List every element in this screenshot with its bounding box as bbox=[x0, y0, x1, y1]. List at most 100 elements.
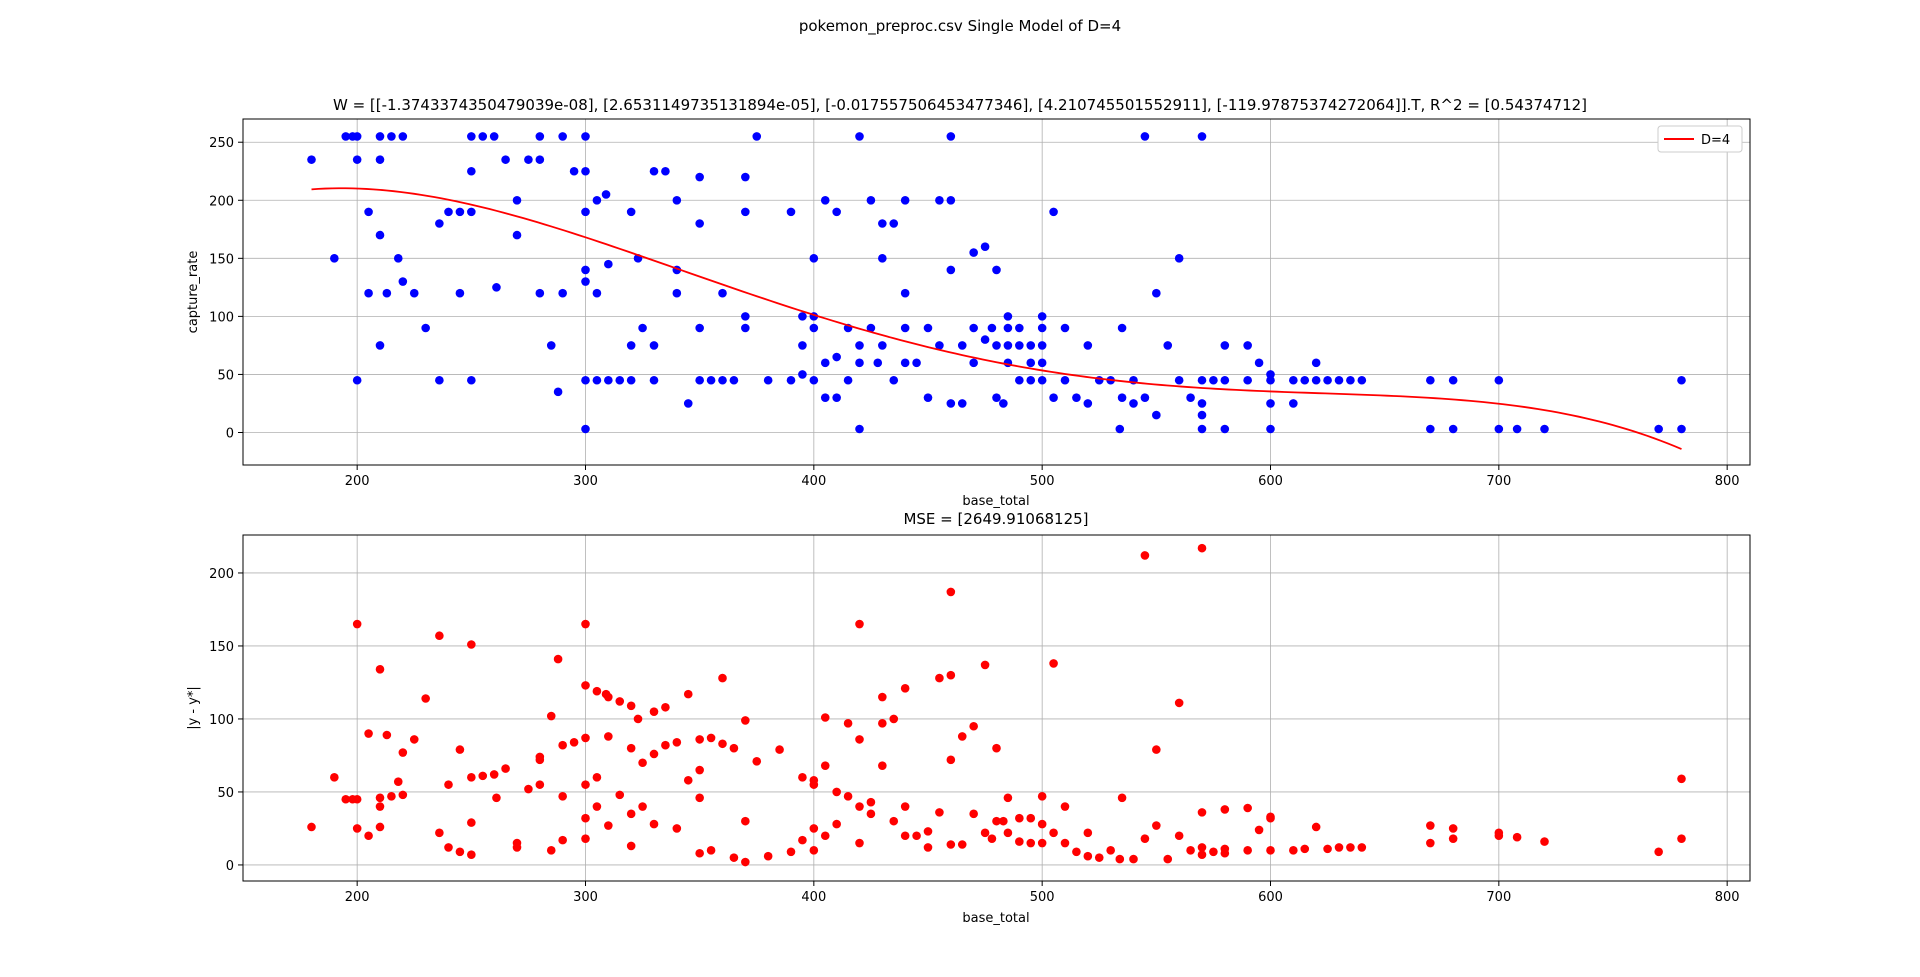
data-point bbox=[706, 846, 716, 855]
data-point bbox=[649, 819, 659, 829]
data-point bbox=[649, 166, 659, 176]
data-point bbox=[1037, 323, 1047, 333]
data-point bbox=[1115, 424, 1125, 434]
top-chart-fit bbox=[311, 187, 1682, 450]
data-point bbox=[1448, 824, 1458, 833]
data-point bbox=[535, 752, 545, 762]
data-point bbox=[741, 716, 750, 725]
data-point bbox=[421, 694, 430, 703]
data-point bbox=[1243, 846, 1252, 855]
data-point bbox=[1494, 831, 1504, 841]
y-tick-label: 250 bbox=[209, 136, 234, 151]
data-point bbox=[1026, 375, 1036, 385]
data-point bbox=[364, 207, 373, 217]
data-point bbox=[786, 847, 796, 857]
data-point bbox=[546, 341, 556, 350]
data-point bbox=[435, 631, 444, 641]
bottom-chart-x-ticks: 200 300 400 500 600 700 800 bbox=[345, 881, 1740, 905]
x-tick-label: 200 bbox=[345, 890, 370, 905]
data-point bbox=[1186, 846, 1195, 855]
data-point bbox=[695, 848, 704, 858]
data-point bbox=[1060, 802, 1070, 811]
data-point bbox=[467, 166, 476, 176]
data-point bbox=[1323, 375, 1332, 385]
data-point bbox=[1197, 399, 1207, 408]
data-point bbox=[912, 358, 921, 368]
data-point bbox=[352, 794, 362, 804]
data-point bbox=[980, 242, 990, 252]
data-point bbox=[512, 230, 522, 240]
data-point bbox=[393, 254, 403, 263]
data-point bbox=[1163, 341, 1173, 350]
data-point bbox=[1266, 399, 1275, 408]
x-tick-label: 600 bbox=[1258, 474, 1283, 489]
data-point bbox=[604, 375, 613, 385]
data-point bbox=[1243, 375, 1252, 385]
data-point bbox=[957, 399, 967, 408]
data-point bbox=[866, 195, 876, 205]
data-point bbox=[900, 802, 910, 811]
data-point bbox=[980, 828, 990, 838]
data-point bbox=[1060, 838, 1070, 848]
data-point bbox=[1003, 323, 1013, 333]
data-point bbox=[1072, 393, 1081, 402]
data-point bbox=[855, 619, 864, 629]
data-point bbox=[1266, 813, 1275, 823]
data-point bbox=[1117, 323, 1127, 333]
data-point bbox=[1266, 424, 1275, 434]
data-point bbox=[969, 248, 978, 257]
data-point bbox=[878, 254, 887, 263]
data-point bbox=[1426, 424, 1435, 434]
data-point bbox=[992, 393, 1001, 402]
data-point bbox=[957, 341, 967, 350]
data-point bbox=[832, 352, 841, 362]
data-point bbox=[489, 132, 499, 141]
data-point bbox=[980, 660, 990, 670]
data-point bbox=[809, 780, 819, 789]
data-point bbox=[1677, 774, 1686, 784]
data-point bbox=[1311, 822, 1321, 832]
data-point bbox=[307, 822, 316, 832]
data-point bbox=[889, 714, 899, 724]
bottom-chart-xlabel: base_total bbox=[962, 911, 1029, 926]
data-point bbox=[501, 155, 510, 164]
data-point bbox=[820, 393, 830, 402]
data-point bbox=[878, 341, 887, 350]
data-point bbox=[1654, 847, 1663, 857]
data-point bbox=[706, 375, 716, 385]
data-point bbox=[832, 207, 841, 217]
x-tick-label: 500 bbox=[1030, 890, 1055, 905]
data-point bbox=[455, 207, 465, 217]
data-point bbox=[855, 358, 864, 368]
data-point bbox=[467, 207, 476, 217]
data-point bbox=[683, 689, 693, 699]
data-point bbox=[1083, 341, 1093, 350]
data-point bbox=[626, 701, 636, 711]
data-point bbox=[900, 323, 910, 333]
data-point bbox=[889, 375, 899, 385]
data-point bbox=[1037, 312, 1047, 321]
data-point bbox=[718, 673, 727, 683]
data-point bbox=[558, 792, 567, 801]
data-point bbox=[1494, 424, 1504, 434]
x-tick-label: 700 bbox=[1486, 890, 1511, 905]
data-point bbox=[558, 288, 567, 298]
data-point bbox=[1186, 393, 1195, 402]
data-point bbox=[1448, 375, 1458, 385]
y-tick-label: 200 bbox=[209, 567, 234, 582]
data-point bbox=[615, 375, 625, 385]
data-point bbox=[581, 813, 590, 823]
data-point bbox=[626, 375, 636, 385]
data-point bbox=[581, 375, 590, 385]
data-point bbox=[435, 375, 444, 385]
data-point bbox=[1174, 375, 1184, 385]
data-point bbox=[729, 743, 739, 753]
data-point bbox=[798, 341, 807, 350]
data-point bbox=[695, 323, 704, 333]
data-point bbox=[832, 787, 841, 797]
data-point bbox=[581, 733, 590, 743]
data-point bbox=[695, 793, 704, 803]
data-point bbox=[809, 824, 819, 833]
data-point bbox=[626, 809, 636, 819]
data-point bbox=[809, 846, 819, 855]
